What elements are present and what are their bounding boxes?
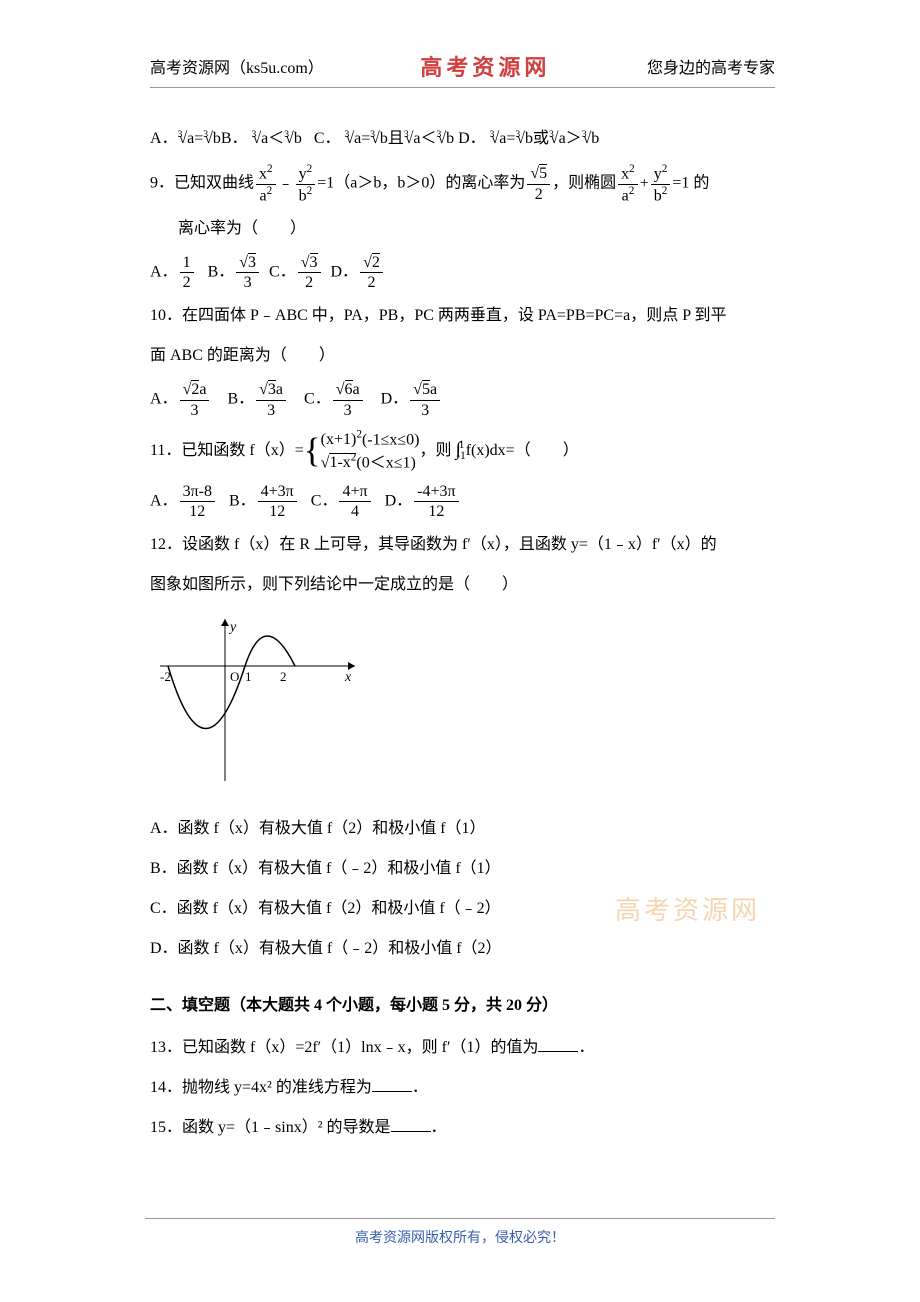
opt-c: C．: [304, 391, 331, 408]
opt-b-label: B．: [221, 130, 248, 147]
two-label: 2: [280, 669, 287, 684]
opt-d: D．: [385, 492, 413, 509]
q12-optA: A．函数 f（x）有极大值 f（2）和极小值 f（1）: [150, 813, 775, 845]
page-header: 高考资源网（ks5u.com） 高考资源网 您身边的高考专家: [150, 50, 775, 88]
and-sep: 且: [388, 130, 404, 147]
origin-label: O: [230, 669, 239, 684]
q12-optB: B．函数 f（x）有极大值 f（﹣2）和极小值 f（1）: [150, 853, 775, 885]
q10-line2: 面 ABC 的距离为（ ）: [150, 340, 775, 372]
neg2-label: -2: [160, 669, 171, 684]
q9-options: A．12 B．√33 C．√32 D．√22: [150, 253, 775, 292]
opt-d: D．: [381, 391, 409, 408]
q11-int: f(x)dx: [466, 442, 506, 459]
opt-d-label: D．: [458, 130, 486, 147]
opt-b: B．: [208, 263, 235, 280]
q11-cond2: (0＜x≤1): [356, 454, 415, 471]
graph-svg: y x O -2 1 2: [150, 611, 370, 791]
q11-mid: ，则: [419, 442, 451, 459]
q12-optD: D．函数 f（x）有极大值 f（﹣2）和极小值 f（2）: [150, 933, 775, 965]
q11: 11．已知函数 f（x）={(x+1)2(-1≤x≤0)√1-x2(0＜x≤1)…: [150, 428, 775, 474]
q9-line2: 离心率为（ ）: [178, 213, 775, 245]
opt-a: A．: [150, 391, 178, 408]
opt-b: B．: [227, 391, 254, 408]
header-right: 您身边的高考专家: [647, 54, 775, 78]
opt-a: A．: [150, 263, 178, 280]
q9-mid: =1（a＞b，b＞0）的离心率为: [317, 175, 525, 192]
header-left: 高考资源网（ks5u.com）: [150, 54, 324, 78]
opt-b: B．: [229, 492, 256, 509]
q10-line1: 10．在四面体 P﹣ABC 中，PA，PB，PC 两两垂直，设 PA=PB=PC…: [150, 300, 775, 332]
axis-x-label: x: [344, 670, 352, 685]
q9: 9．已知双曲线x2a2﹣y2b2=1（a＞b，b＞0）的离心率为√52，则椭圆x…: [150, 163, 775, 205]
q12-graph: y x O -2 1 2: [150, 611, 775, 803]
q8-options: A．3√a=3√bB． 3√a＜3√b C． 3√a=3√b且3√a＜3√b D…: [150, 123, 775, 155]
axis-y-label: y: [228, 620, 237, 635]
opt-c: C．: [311, 492, 338, 509]
blank-fill: [538, 1036, 578, 1052]
q14-text: 14．抛物线 y=4x² 的准线方程为: [150, 1079, 372, 1096]
one-label: 1: [245, 669, 252, 684]
q11-cond1: (-1≤x≤0): [362, 431, 420, 448]
q14-end: ．: [412, 1079, 428, 1096]
or-sep: 或: [533, 130, 549, 147]
q9-end: =1 的: [672, 175, 709, 192]
q15: 15．函数 y=（1﹣sinx）² 的导数是 ．: [150, 1112, 775, 1144]
opt-d: D．: [331, 263, 359, 280]
q12-line2: 图象如图所示，则下列结论中一定成立的是（ ）: [150, 569, 775, 601]
q11-end: =（ ）: [506, 442, 579, 459]
q11-text: 11．已知函数 f（x）=: [150, 442, 304, 459]
q15-text: 15．函数 y=（1﹣sinx）² 的导数是: [150, 1119, 391, 1136]
q9-mid2: ，则椭圆: [552, 175, 616, 192]
q15-end: ．: [431, 1119, 447, 1136]
opt-a-label: A．: [150, 130, 178, 147]
opt-a: A．: [150, 492, 178, 509]
q11-options: A．3π-812 B．4+3π12 C．4+π4 D．-4+3π12: [150, 482, 775, 521]
q13-text: 13．已知函数 f（x）=2f′（1）lnx﹣x，则 f′（1）的值为: [150, 1039, 538, 1056]
q13: 13．已知函数 f（x）=2f′（1）lnx﹣x，则 f′（1）的值为 ．: [150, 1032, 775, 1064]
header-center-logo: 高考资源网: [420, 50, 550, 82]
blank-fill: [391, 1116, 431, 1132]
section2-title: 二、填空题（本大题共 4 个小题，每小题 5 分，共 20 分）: [150, 990, 775, 1022]
opt-c-label: C．: [314, 130, 341, 147]
q13-end: ．: [578, 1039, 594, 1056]
page-footer: 高考资源网版权所有，侵权必究！: [145, 1218, 775, 1247]
q14: 14．抛物线 y=4x² 的准线方程为 ．: [150, 1072, 775, 1104]
q10-options: A．√2a3 B．√3a3 C．√6a3 D．√5a3: [150, 380, 775, 419]
content-body: A．3√a=3√bB． 3√a＜3√b C． 3√a=3√b且3√a＜3√b D…: [150, 123, 775, 1144]
q9-text: 9．已知双曲线: [150, 175, 254, 192]
opt-c: C．: [269, 263, 296, 280]
q12-line1: 12．设函数 f（x）在 R 上可导，其导函数为 f′（x），且函数 y=（1﹣…: [150, 529, 775, 561]
blank-fill: [372, 1076, 412, 1092]
watermark: 高考资源网: [615, 890, 760, 927]
